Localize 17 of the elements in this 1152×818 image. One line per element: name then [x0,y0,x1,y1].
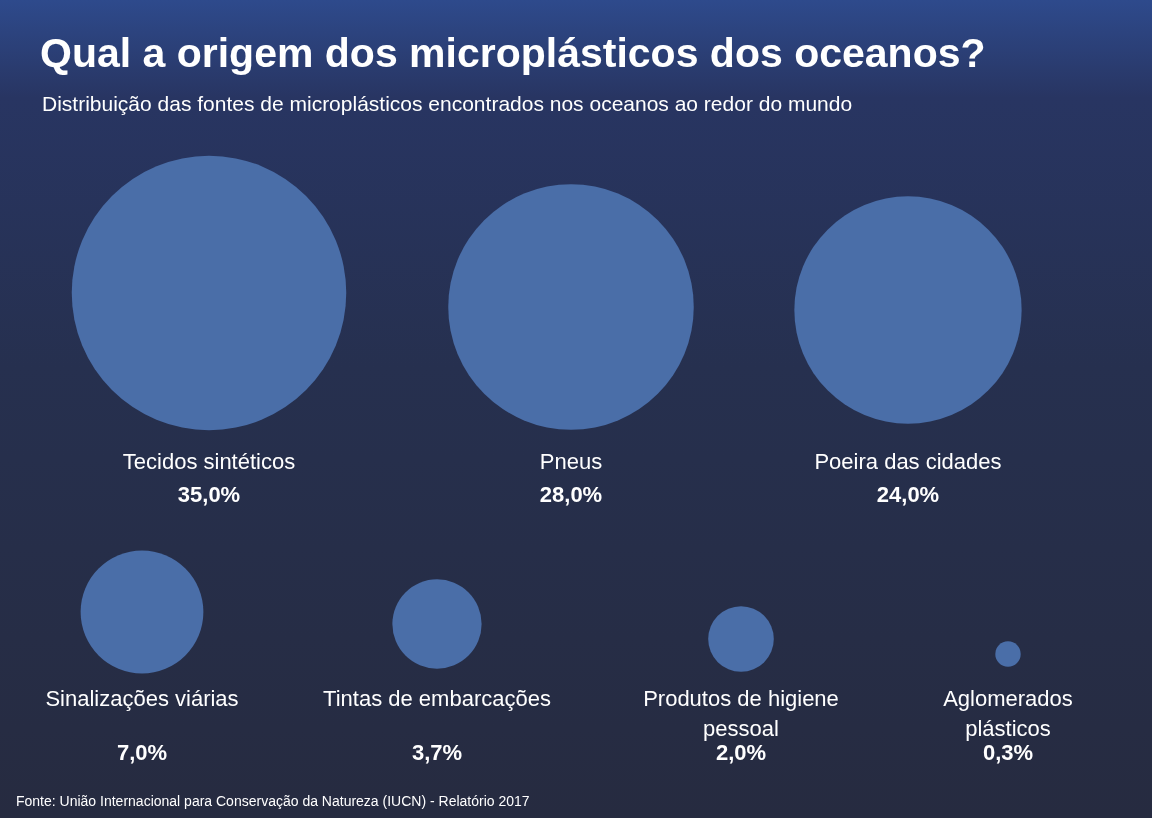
category-label: Produtos de higiene pessoal [642,685,840,743]
category-label: Poeira das cidades [813,448,1003,476]
source-note: Fonte: União Internacional para Conservação da Natureza (IUCN) - Relatório 2017 [16,793,530,809]
category-label: Sinalizações viárias [44,685,240,713]
data-label: 24,0% [875,482,941,508]
category-label: Pneus [538,448,604,476]
data-label: 35,0% [176,482,242,508]
text: Distribuição das fontes de microplásticos encontrados nos oceanos ao redor do mundo [42,92,853,116]
data-label: 7,0% [115,740,169,766]
category-label: Aglomerados plásticos [942,685,1074,743]
data-label: 28,0% [538,482,604,508]
data-label: 0,3% [982,740,1034,766]
data-label: 3,7% [410,740,464,766]
category-label: Tintas de embarcações [322,685,552,713]
data-label: 2,0% [715,740,767,766]
text: Qual a origem dos microplásticos dos oceanos? [40,30,986,77]
category-label: Tecidos sintéticos [121,448,297,476]
